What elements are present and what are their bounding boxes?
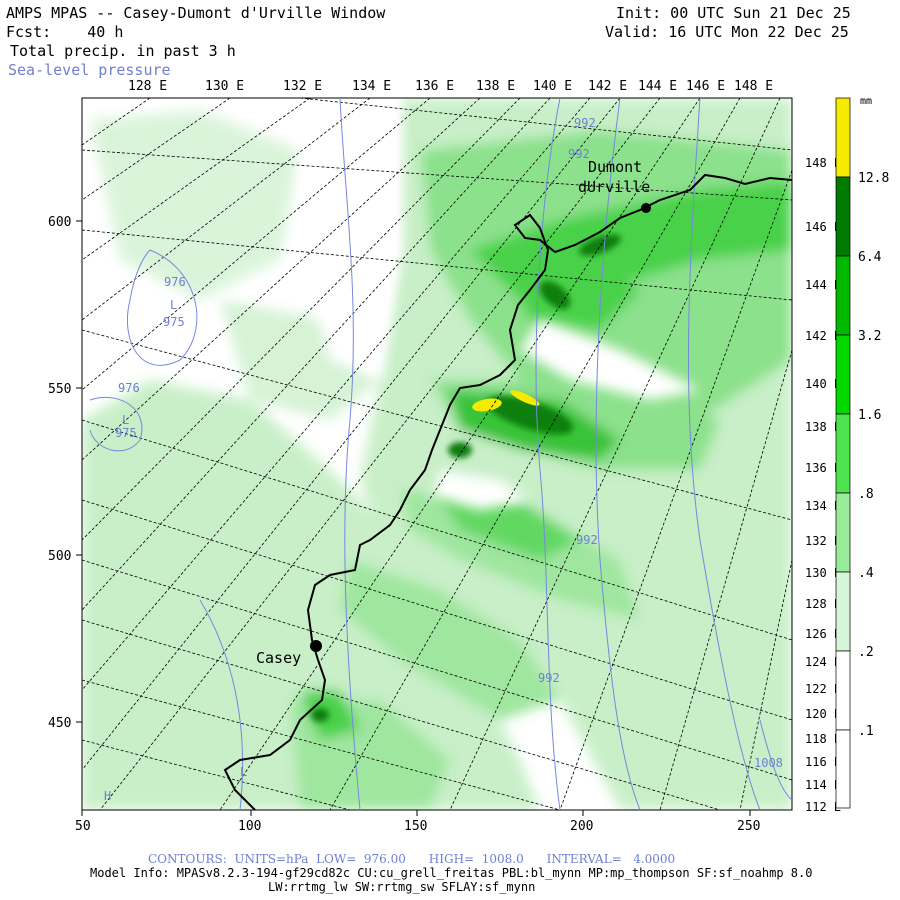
svg-text:138 E: 138 E	[805, 420, 841, 434]
svg-text:.8: .8	[858, 487, 874, 502]
svg-text:116 E: 116 E	[805, 755, 841, 769]
svg-text:976: 976	[118, 381, 140, 395]
svg-text:132 E: 132 E	[283, 79, 322, 94]
svg-text:1.6: 1.6	[858, 408, 881, 423]
svg-text:134 E: 134 E	[352, 79, 391, 94]
svg-text:3.2: 3.2	[858, 329, 881, 344]
axis-ticks	[76, 220, 751, 816]
forecast-hour: Fcst: 40 h	[6, 23, 124, 41]
svg-text:138 E: 138 E	[476, 79, 515, 94]
svg-text:124 E: 124 E	[805, 655, 841, 669]
precip-field	[82, 98, 792, 810]
svg-text:146 E: 146 E	[686, 79, 725, 94]
casey-marker	[310, 640, 322, 652]
svg-text:142 E: 142 E	[805, 329, 841, 343]
svg-text:148 E: 148 E	[805, 156, 841, 170]
svg-text:1008: 1008	[754, 756, 783, 770]
svg-text:500: 500	[48, 549, 71, 564]
svg-text:130 E: 130 E	[805, 566, 841, 580]
valid-time: Valid: 16 UTC Mon 22 Dec 25	[605, 23, 849, 41]
svg-text:H: H	[104, 789, 111, 803]
coastline	[223, 173, 792, 810]
svg-text:600: 600	[48, 215, 71, 230]
svg-text:112 E: 112 E	[805, 800, 841, 814]
svg-text:975: 975	[163, 315, 185, 329]
svg-text:118 E: 118 E	[805, 732, 841, 746]
dumont-label-1: Dumont	[588, 158, 642, 176]
svg-text:.2: .2	[858, 645, 874, 660]
svg-text:L: L	[170, 298, 177, 312]
svg-text:144 E: 144 E	[805, 278, 841, 292]
model-info: Model Info: MPASv8.2.3-194-gf29cd82c CU:…	[90, 866, 813, 880]
svg-text:128 E: 128 E	[128, 79, 167, 94]
svg-text:200: 200	[570, 819, 593, 834]
svg-text:12.8: 12.8	[858, 171, 889, 186]
color-legend: mm 12.8 6.4 3.2 1.6 .8 .4 .2 .1	[835, 96, 889, 809]
svg-text:130 E: 130 E	[205, 79, 244, 94]
svg-text:140 E: 140 E	[805, 377, 841, 391]
svg-text:.4: .4	[858, 566, 874, 581]
svg-text:992: 992	[576, 533, 598, 547]
field-label: Total precip. in past 3 h	[10, 42, 236, 60]
svg-text:L: L	[240, 765, 247, 779]
svg-text:144 E: 144 E	[638, 79, 677, 94]
svg-text:128 E: 128 E	[805, 597, 841, 611]
svg-text:250: 250	[737, 819, 760, 834]
svg-text:6.4: 6.4	[858, 250, 882, 265]
right-longitude-labels: 148 E 146 E 144 E 142 E 140 E 138 E 136 …	[805, 156, 841, 814]
overlay-label: Sea-level pressure	[8, 61, 171, 79]
x-tick-labels: 50 100 150 200 250	[75, 819, 760, 834]
svg-text:992: 992	[538, 671, 560, 685]
svg-text:122 E: 122 E	[805, 682, 841, 696]
svg-text:140 E: 140 E	[533, 79, 572, 94]
svg-text:142 E: 142 E	[588, 79, 627, 94]
isobar-labels: 992 992 976 975 976 975 992 992 1008 L L…	[104, 116, 783, 803]
svg-text:114 E: 114 E	[805, 778, 841, 792]
svg-text:50: 50	[75, 819, 91, 834]
svg-text:136 E: 136 E	[415, 79, 454, 94]
map-frame	[81, 97, 793, 811]
svg-text:976: 976	[164, 275, 186, 289]
casey-label: Casey	[256, 649, 301, 667]
model-info-2: LW:rrtmg_lw SW:rrtmg_sw SFLAY:sf_mynn	[268, 880, 536, 894]
svg-text:450: 450	[48, 716, 71, 731]
top-longitude-labels: 128 E 130 E 132 E 134 E 136 E 138 E 140 …	[128, 79, 773, 94]
contours-info: CONTOURS: UNITS=hPa LOW= 976.00 HIGH= 10…	[148, 852, 676, 866]
dumont-label-2: dUrville	[578, 178, 650, 196]
map-title: AMPS MPAS -- Casey-Dumont d'Urville Wind…	[6, 4, 386, 22]
svg-text:120 E: 120 E	[805, 707, 841, 721]
init-time: Init: 00 UTC Sun 21 Dec 25	[616, 4, 851, 22]
svg-text:136 E: 136 E	[805, 461, 841, 475]
svg-text:134 E: 134 E	[805, 499, 841, 513]
svg-text:L: L	[122, 413, 129, 427]
svg-text:975: 975	[115, 426, 137, 440]
svg-text:.1: .1	[858, 724, 874, 739]
svg-text:992: 992	[568, 147, 590, 161]
y-tick-labels: 600 550 500 450	[48, 215, 71, 731]
svg-text:992: 992	[574, 116, 596, 130]
svg-text:550: 550	[48, 382, 71, 397]
svg-text:126 E: 126 E	[805, 627, 841, 641]
svg-text:148 E: 148 E	[734, 79, 773, 94]
svg-text:100: 100	[238, 819, 261, 834]
svg-text:132 E: 132 E	[805, 534, 841, 548]
isobars	[89, 98, 792, 810]
svg-text:150: 150	[404, 819, 427, 834]
svg-text:mm: mm	[860, 96, 872, 107]
graticule	[82, 98, 792, 810]
svg-text:146 E: 146 E	[805, 220, 841, 234]
dumont-durville-marker	[641, 203, 651, 213]
